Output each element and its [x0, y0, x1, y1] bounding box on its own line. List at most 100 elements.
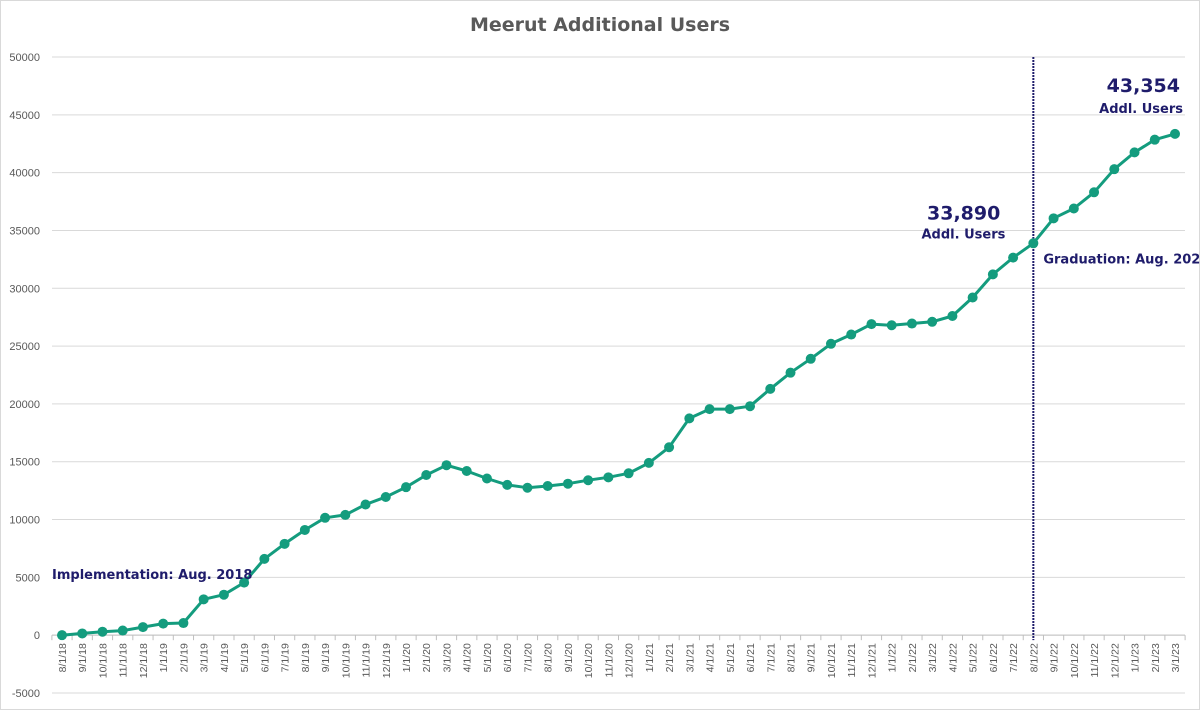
x-tick-label: 10/1/22 — [1069, 643, 1081, 678]
data-point — [1028, 238, 1039, 249]
data-point — [441, 460, 452, 471]
data-point — [502, 479, 513, 490]
gridlines — [52, 56, 1185, 694]
graduation-users-label: Addl. Users — [921, 227, 1005, 242]
data-point — [562, 478, 573, 489]
implementation-annotation: Implementation: Aug. 2018 — [52, 568, 252, 583]
x-axis-ticks: 8/1/18 9/1/18 10/1/18 11/1/18 12/1/18 1/1/19 2… — [51, 635, 1186, 678]
x-tick-label: 9/1/22 — [1049, 643, 1061, 672]
x-tick-label: 6/1/22 — [988, 643, 1000, 672]
data-point — [1089, 187, 1100, 198]
data-point — [77, 628, 88, 639]
x-tick-label: 11/1/21 — [846, 643, 858, 677]
x-tick-label: 8/1/20 — [543, 643, 555, 672]
data-point — [967, 292, 978, 303]
data-point — [583, 475, 594, 486]
data-points — [57, 128, 1180, 641]
data-point — [158, 618, 169, 629]
data-point — [218, 589, 229, 600]
graduation-annotation: Graduation: Aug. 2022 — [1043, 252, 1200, 267]
data-point — [886, 320, 897, 331]
data-point — [947, 311, 958, 322]
data-point — [987, 269, 998, 280]
data-point — [259, 553, 270, 564]
x-tick-label: 9/1/21 — [806, 643, 818, 672]
x-tick-label: 10/1/20 — [583, 643, 595, 678]
data-point — [927, 316, 938, 327]
data-point — [401, 482, 412, 493]
x-tick-label: 4/1/20 — [462, 643, 474, 672]
x-tick-label: 3/1/20 — [441, 643, 453, 672]
data-point — [1068, 203, 1079, 214]
x-tick-label: 6/1/21 — [745, 643, 757, 672]
data-point — [198, 594, 209, 605]
data-point — [421, 470, 432, 481]
x-tick-label: 5/1/21 — [725, 643, 737, 672]
x-tick-label: 9/1/18 — [77, 643, 89, 672]
data-point — [664, 442, 675, 453]
y-tick-label: 30000 — [9, 283, 40, 295]
x-tick-label: 8/1/21 — [786, 643, 798, 672]
x-tick-label: 11/1/19 — [361, 643, 373, 677]
x-tick-label: 3/1/21 — [684, 643, 696, 672]
data-point — [1008, 252, 1019, 263]
x-tick-label: 4/1/21 — [705, 643, 717, 672]
data-point — [360, 499, 371, 510]
data-point — [1170, 128, 1180, 139]
y-tick-label: 25000 — [9, 341, 40, 353]
data-point — [97, 626, 108, 637]
x-tick-label: 2/1/22 — [907, 643, 919, 672]
x-tick-label: 9/1/19 — [320, 643, 332, 672]
y-tick-label: 35000 — [9, 225, 40, 237]
x-tick-label: 1/1/21 — [644, 643, 656, 672]
x-tick-label: 2/1/19 — [178, 643, 190, 672]
x-tick-label: 3/1/22 — [927, 643, 939, 672]
y-tick-label: 40000 — [9, 168, 40, 180]
data-point — [340, 509, 351, 520]
x-tick-label: 8/1/19 — [300, 643, 312, 672]
data-point — [765, 383, 776, 394]
y-tick-label: 5000 — [16, 572, 40, 584]
y-tick-label: 20000 — [9, 399, 40, 411]
data-point — [603, 472, 614, 483]
data-point — [461, 465, 472, 476]
data-point — [542, 481, 553, 492]
y-tick-label: 10000 — [9, 515, 40, 527]
x-tick-label: 12/1/20 — [624, 643, 636, 678]
data-point — [1109, 164, 1120, 175]
x-tick-label: 10/1/21 — [826, 643, 838, 678]
data-point — [866, 319, 877, 330]
x-tick-label: 2/1/20 — [421, 643, 433, 672]
x-tick-label: 3/1/19 — [199, 643, 211, 672]
x-tick-label: 4/1/19 — [219, 643, 231, 672]
data-point — [522, 482, 533, 493]
data-point — [643, 457, 654, 468]
x-tick-label: 10/1/19 — [340, 643, 352, 678]
y-axis-ticks: -5000 0 5000 10000 15000 20000 25000 30000 35000… — [9, 52, 40, 700]
data-point — [320, 512, 331, 523]
data-point — [805, 353, 816, 364]
x-tick-label: 12/1/21 — [866, 643, 878, 678]
x-tick-label: 12/1/19 — [381, 643, 393, 678]
x-tick-label: 5/1/22 — [968, 643, 980, 672]
x-tick-label: 12/1/22 — [1109, 643, 1121, 678]
data-point — [684, 413, 695, 424]
x-tick-label: 6/1/19 — [259, 643, 271, 672]
x-tick-label: 7/1/22 — [1008, 643, 1020, 672]
x-tick-label: 7/1/20 — [522, 643, 534, 672]
x-tick-label: 2/1/21 — [664, 643, 676, 672]
x-tick-label: 7/1/21 — [765, 643, 777, 672]
data-point — [1149, 134, 1160, 145]
data-point — [299, 524, 310, 535]
x-tick-label: 10/1/18 — [97, 643, 109, 678]
graduation-users-value: 33,890 — [927, 202, 1000, 224]
y-tick-label: 15000 — [9, 457, 40, 469]
data-point — [57, 630, 67, 641]
data-point — [279, 538, 290, 549]
y-tick-label: 45000 — [9, 110, 40, 122]
data-point — [745, 401, 756, 412]
y-tick-label: -5000 — [12, 688, 40, 700]
x-tick-label: 11/1/20 — [603, 643, 615, 677]
data-point — [380, 491, 391, 502]
